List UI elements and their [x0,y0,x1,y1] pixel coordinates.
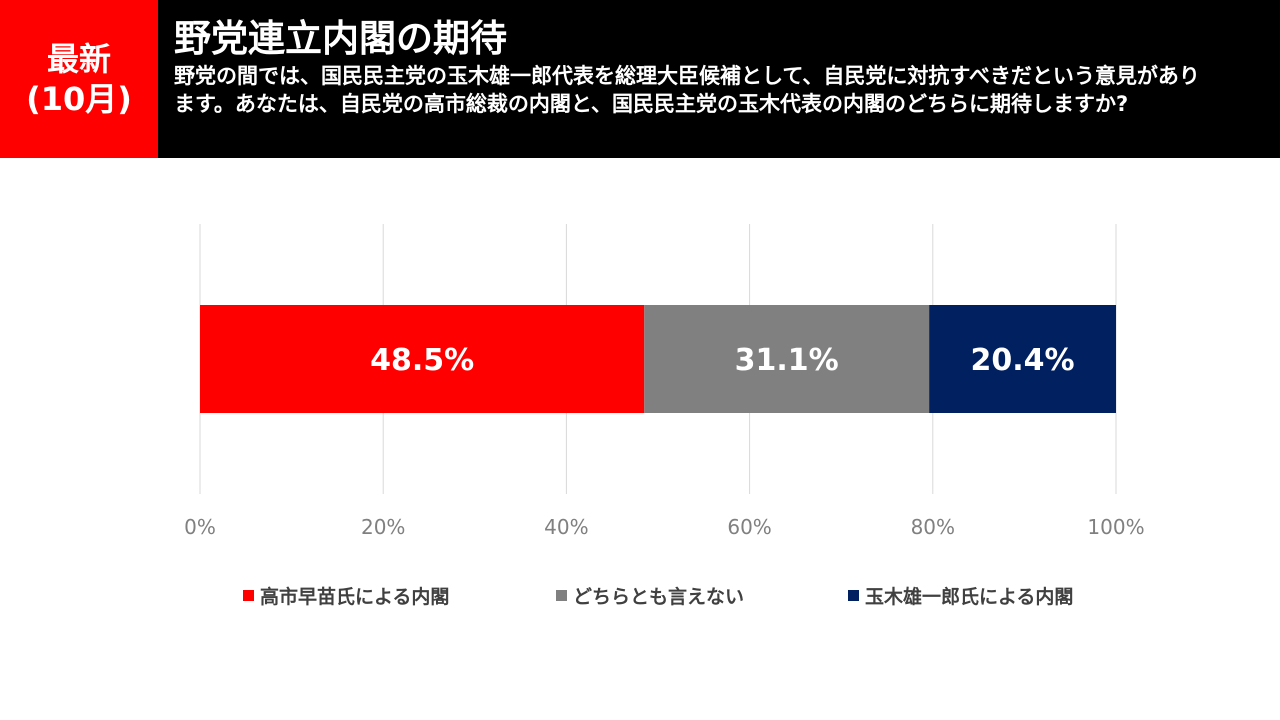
data-label-3: 20.4% [971,343,1075,378]
data-label-2: 31.1% [735,343,839,378]
x-tick-label: 80% [911,515,955,539]
x-tick-label: 0% [184,515,216,539]
page-title: 野党連立内閣の期待 [174,17,507,60]
legend-swatch [243,590,254,601]
bar-segment-1 [200,305,645,413]
legend-item-1: 高市早苗氏による内閣 [243,582,449,609]
legend-label: 玉木雄一郎氏による内閣 [865,586,1074,608]
x-tick-label: 100% [1087,515,1144,539]
badge-line1: 最新 [46,40,111,78]
header-bar: 最新 (10月) 野党連立内閣の期待 野党の間では、国民民主党の玉木雄一郎代表を… [0,0,1280,158]
legend-label: どちらとも言えない [573,586,745,608]
x-tick-label: 20% [361,515,405,539]
survey-question: 野党の間では、国民民主党の玉木雄一郎代表を総理大臣候補として、自民党に対抗すべき… [174,64,1200,116]
bar-segment-2 [644,305,930,413]
data-label-1: 48.5% [370,343,474,378]
bar-segment-3 [929,305,1116,413]
legend-item-2: どちらとも言えない [556,582,744,609]
legend-swatch [556,590,567,601]
x-tick-label: 60% [727,515,771,539]
latest-badge: 最新 (10月) [0,0,158,158]
legend-swatch [848,590,859,601]
legend-label: 高市早苗氏による内閣 [260,586,450,608]
chart-legend: 高市早苗氏による内閣 どちらとも言えない 玉木雄一郎氏による内閣 [0,582,1280,612]
x-tick-label: 40% [544,515,588,539]
legend-item-3: 玉木雄一郎氏による内閣 [848,582,1073,609]
badge-line2: (10月) [26,80,132,118]
